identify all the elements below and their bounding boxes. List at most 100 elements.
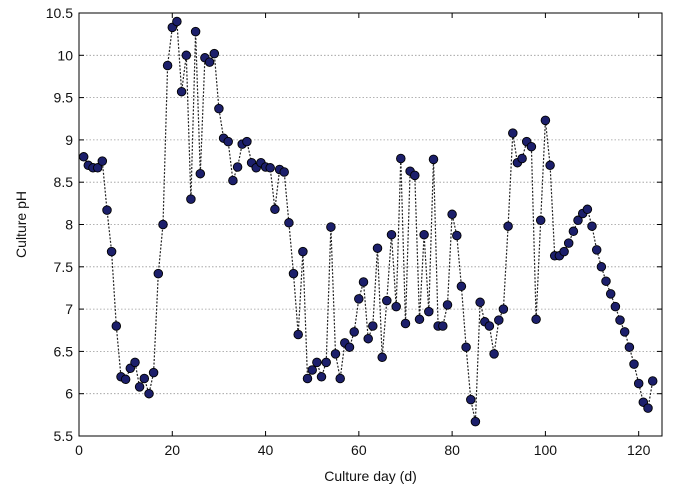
data-point [494,315,504,325]
data-point [158,219,168,230]
data-point [410,170,420,181]
data-point [568,226,579,237]
y-tick-label: 6 [65,386,73,402]
y-tick-label: 5.5 [54,428,74,444]
data-point [78,152,89,162]
data-point [396,153,406,164]
data-point [484,321,495,331]
data-point [372,243,383,253]
data-point [279,167,289,177]
data-point [531,314,541,325]
data-point [228,175,238,186]
y-tick-label: 10 [57,47,73,63]
data-point [307,365,317,375]
data-point [265,163,275,173]
x-tick-label: 40 [258,442,274,458]
data-point [172,16,182,27]
x-tick-label: 80 [444,442,460,458]
data-point [344,342,355,352]
data-point [106,246,117,257]
data-point [643,403,653,413]
data-point [619,327,630,337]
data-point [316,372,327,382]
data-point [358,277,369,287]
y-tick-label: 8.5 [54,174,74,190]
data-point [139,373,150,384]
data-point [629,359,639,369]
series-line-layer [83,19,654,422]
data-point [633,378,644,389]
y-tick-label: 9 [65,132,73,148]
data-point [209,48,220,59]
data-point [447,209,457,220]
data-point [601,276,611,286]
data-point [302,373,313,384]
data-point [526,141,537,152]
data-point [270,204,280,215]
y-tick-label: 7 [65,301,73,317]
y-axis-ticks: 5.5 6 6.5 7 7.5 8 8.5 9 9.5 10 10.5 [46,5,662,444]
data-point [354,294,364,304]
data-point [232,162,243,172]
y-tick-label: 8 [65,217,73,233]
data-point [321,357,331,368]
data-point [335,373,345,384]
y-tick-label: 6.5 [54,343,74,359]
y-tick-label: 7.5 [54,259,74,275]
x-tick-label: 120 [627,442,651,458]
x-tick-label: 100 [534,442,558,458]
data-point [470,416,481,427]
data-point [288,268,299,279]
data-point [545,160,555,171]
data-point [349,327,359,337]
y-axis-label: Culture pH [13,191,29,258]
data-point [368,321,378,331]
data-point [130,357,140,368]
data-point [438,321,448,331]
x-tick-label: 20 [164,442,180,458]
data-point [195,168,206,179]
data-point [190,26,201,37]
data-point [223,136,233,147]
data-point [363,333,373,344]
data-point [498,304,509,314]
data-point [148,367,159,378]
data-point [242,136,252,147]
data-point [176,86,187,97]
data-point [596,262,607,272]
data-point [92,163,103,173]
data-point [391,301,401,312]
y-tick-label: 10.5 [46,5,73,21]
data-point [428,154,439,165]
data-point [386,229,397,240]
data-point [503,221,513,231]
data-point [284,218,294,228]
data-point [456,281,467,292]
data-point [605,289,616,299]
data-point [214,103,224,114]
data-point [330,349,341,359]
x-axis-ticks: 0 20 40 60 80 100 120 [75,13,651,458]
data-point [204,57,215,67]
data-point [475,297,485,308]
data-point [466,394,476,405]
data-points [78,16,658,427]
data-point [144,388,154,399]
data-point [563,238,574,248]
data-point [382,295,392,306]
data-point [400,318,411,329]
data-point [591,245,602,255]
data-point [573,215,583,226]
data-point [647,376,658,386]
data-point [111,321,122,331]
x-axis-label: Culture day (d) [324,468,417,484]
data-point [489,349,499,359]
data-point [298,246,308,257]
data-point [535,215,546,226]
data-point [414,314,425,325]
data-point [442,300,453,310]
data-point [419,229,429,240]
x-tick-label: 0 [75,442,83,458]
